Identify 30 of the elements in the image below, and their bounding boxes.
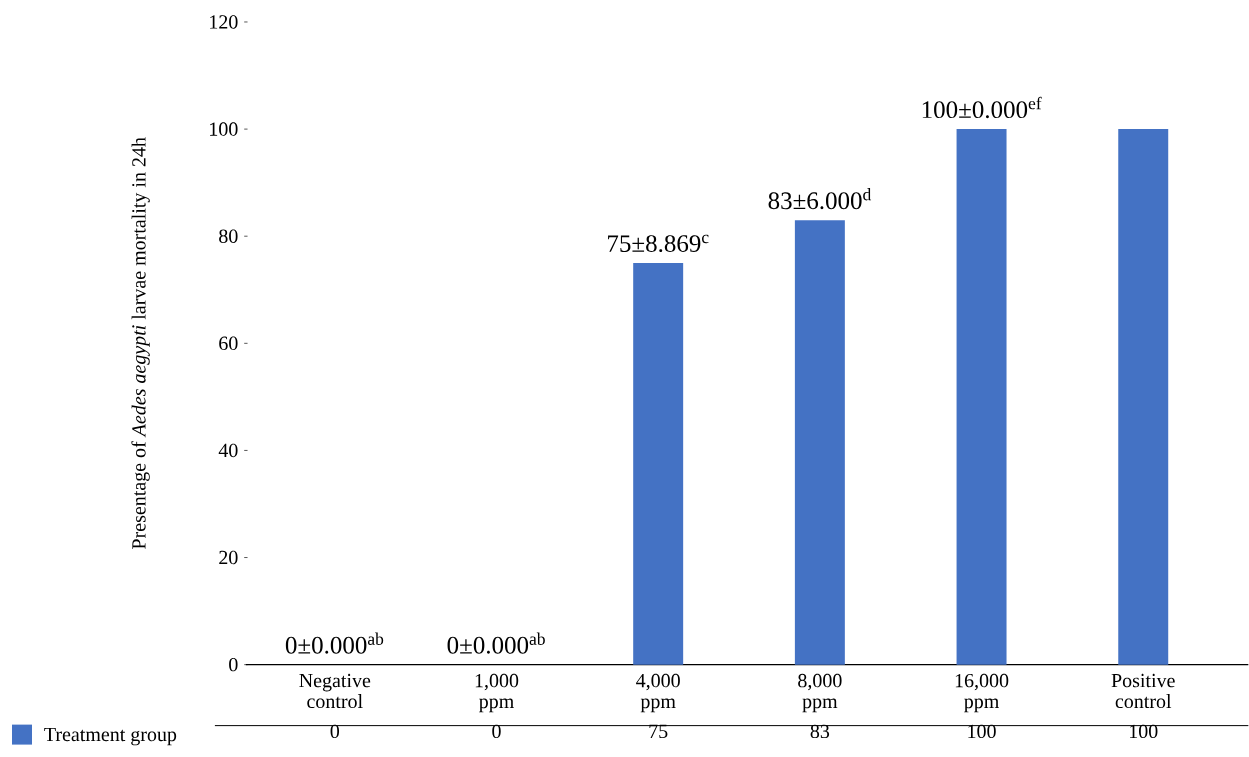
y-tick-label: 20: [219, 550, 238, 565]
y-tick-label: 60: [219, 336, 238, 351]
data-label: 83: [810, 724, 830, 739]
data-label: 100: [1130, 724, 1158, 739]
x-tick-label: Negative control: [299, 674, 371, 709]
x-tick-label: 8,000 ppm: [798, 674, 842, 713]
legend-label: Treatment group: [44, 728, 177, 746]
x-tick-label: 4,000 ppm: [636, 674, 680, 713]
data-label: 0: [330, 724, 340, 739]
annotation: 83±6.000$^{d}$: [768, 188, 872, 210]
data-label: 75: [649, 725, 668, 739]
data-label: 100: [968, 724, 996, 739]
y-tick-label: 100: [210, 122, 238, 137]
bar: [956, 129, 1007, 665]
bar: [794, 220, 845, 665]
annotation: 100±0.000$^{ef}$: [922, 97, 1042, 119]
annotation: 75±8.869$^{c}$: [608, 235, 709, 253]
y-axis-title: Presentage of Aedes aegypti larvae mortality in 24h: [131, 137, 150, 550]
y-tick-label: 0: [229, 658, 238, 672]
data-label: 0: [492, 724, 501, 739]
x-tick-label: Positive control: [1111, 674, 1175, 709]
y-tick-label: 40: [218, 443, 238, 458]
bar: [633, 263, 684, 665]
annotation: 0±0.000$^{ab}$: [285, 632, 384, 654]
annotation: 0±0.000$^{ab}$: [447, 632, 545, 654]
x-tick-label: 16,000 ppm: [955, 674, 1009, 713]
y-tick-label: 120: [210, 15, 238, 29]
bar: [1118, 129, 1169, 665]
y-tick-label: 80: [219, 229, 238, 244]
x-tick-label: 1,000 ppm: [475, 674, 519, 713]
